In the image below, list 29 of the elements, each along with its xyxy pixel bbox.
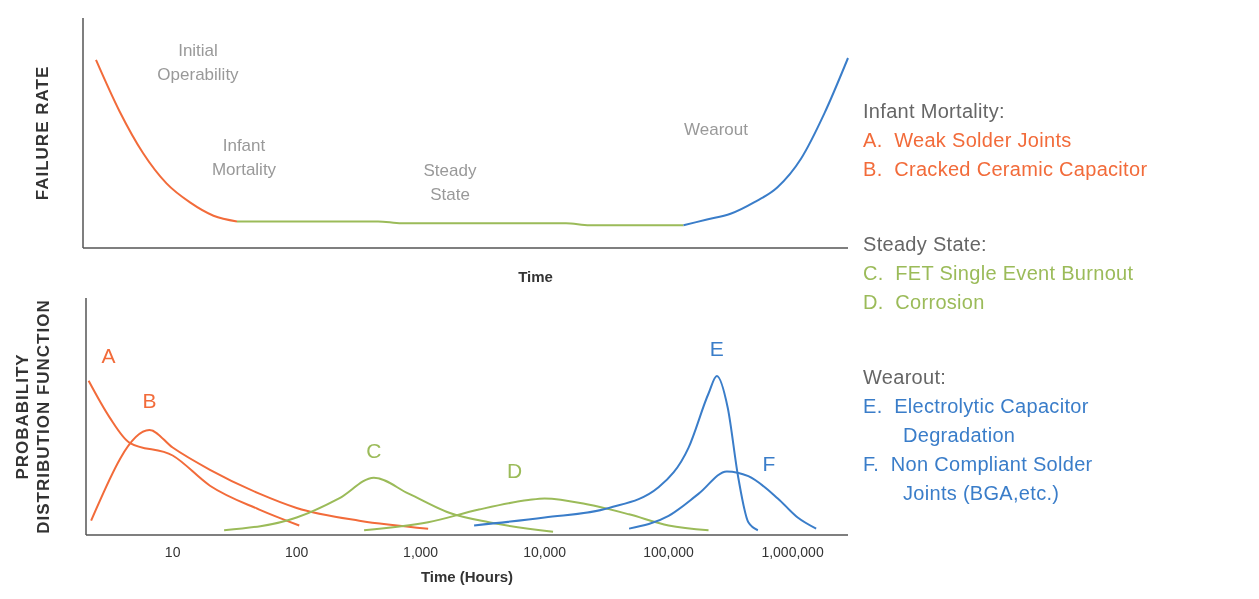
annotation: Initial Operability xyxy=(157,41,240,84)
text: C. FET Single Event Burnout xyxy=(863,262,1134,284)
series-label: E xyxy=(709,337,724,360)
text: Wearout: xyxy=(863,366,947,388)
text: D. Corrosion xyxy=(863,291,985,313)
series-label: D xyxy=(507,459,523,483)
x-tick-label: 1,000 xyxy=(403,544,439,560)
text: E. Electrolytic Capacitor Degradation xyxy=(863,395,1089,446)
x-tick-label: 100 xyxy=(284,544,309,560)
y-axis-title: FAILURE RATE xyxy=(33,65,52,201)
x-tick-label: 100,000 xyxy=(643,544,695,560)
x-tick-label: 1,000,000 xyxy=(761,544,824,560)
series-label: A xyxy=(101,343,116,367)
series-label: B xyxy=(142,389,157,413)
text: F. Non Compliant Solder Joints (BGA,etc.) xyxy=(863,453,1093,504)
x-axis-title: Time xyxy=(518,268,553,285)
text: Steady State: xyxy=(863,233,987,255)
x-tick-label: 10,000 xyxy=(523,544,567,560)
y-axis-title: PROBABILITY DISTRIBUTION FUNCTION xyxy=(13,299,53,534)
series-label: C xyxy=(366,438,382,462)
annotation: Infant Mortality xyxy=(211,136,277,179)
annotation: Steady State xyxy=(423,161,477,204)
text: A. Weak Solder Joints xyxy=(863,129,1072,151)
x-tick-label: 10 xyxy=(164,544,181,560)
series-label: F xyxy=(762,452,776,476)
annotation: Wearout xyxy=(684,120,749,139)
x-axis-title: Time (Hours) xyxy=(420,568,514,585)
text: B. Cracked Ceramic Capacitor xyxy=(863,158,1148,180)
text: Infant Mortality: xyxy=(863,100,1005,122)
